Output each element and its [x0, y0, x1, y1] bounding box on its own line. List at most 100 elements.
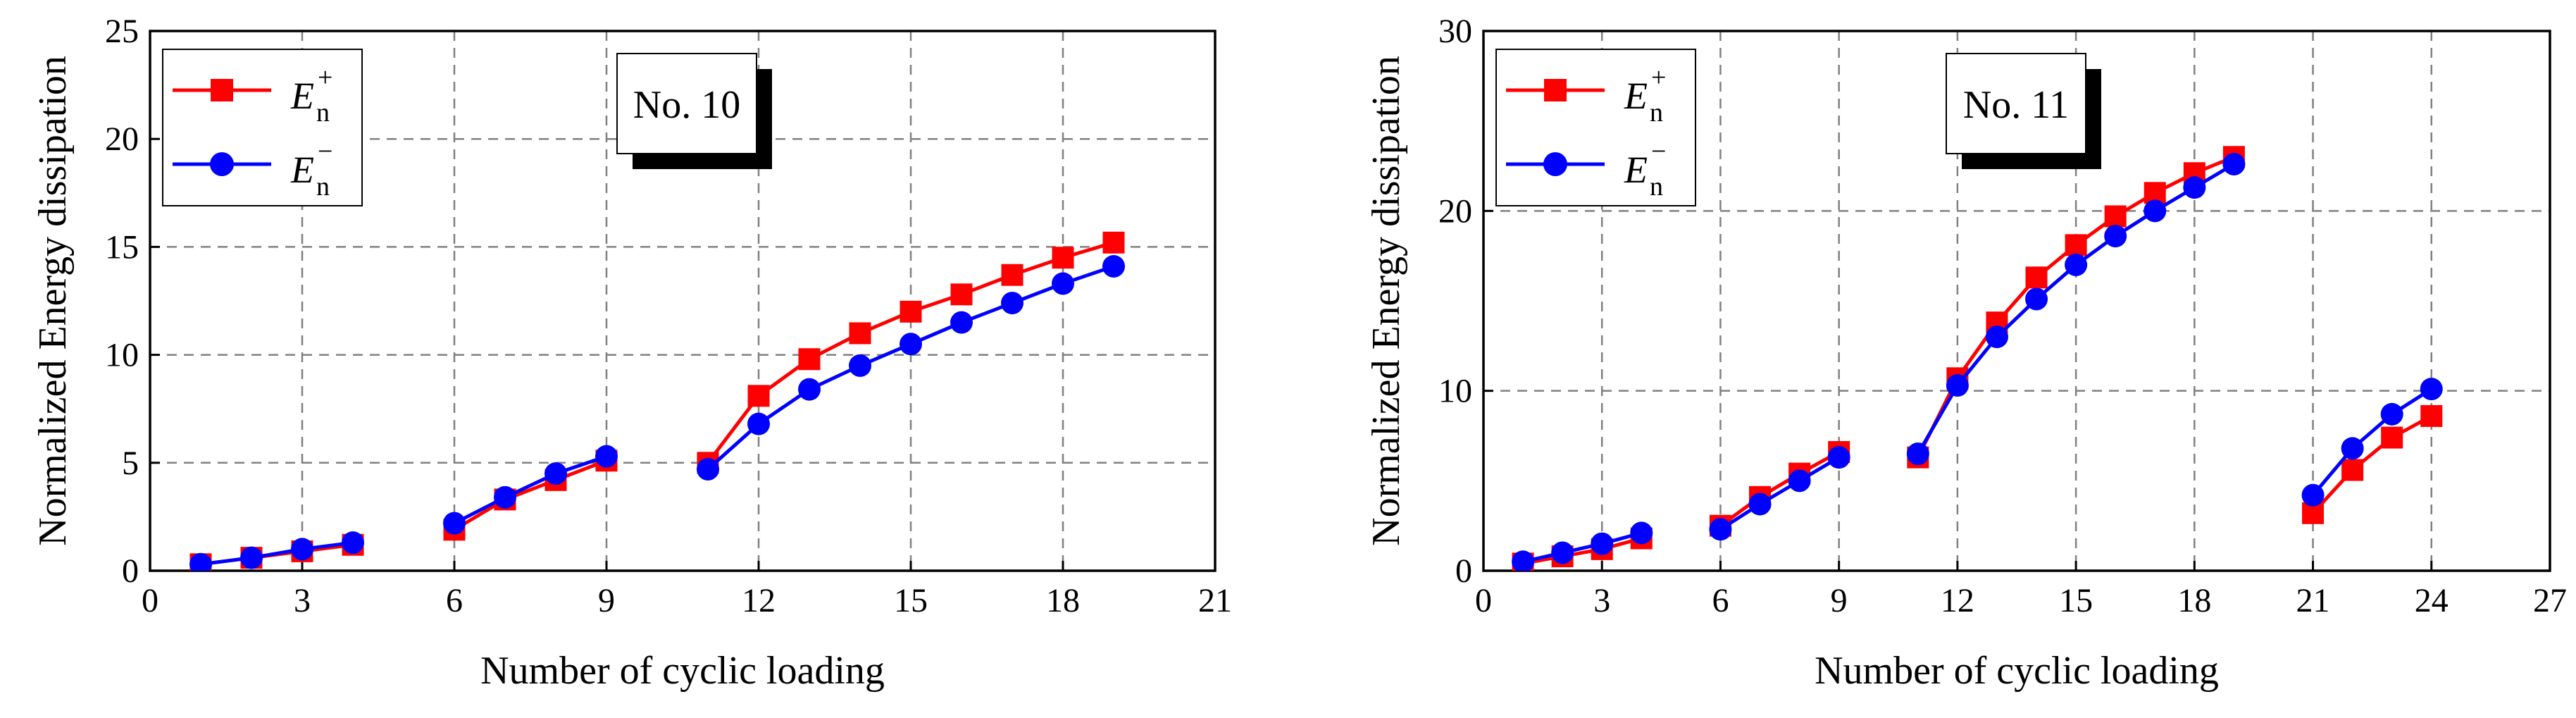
x-tick-label: 0	[1475, 582, 1492, 619]
panel-label-box	[616, 53, 757, 154]
data-point-circle	[2420, 378, 2443, 401]
data-point-circle	[291, 538, 313, 561]
data-point-square	[1001, 264, 1023, 286]
series-line	[1719, 455, 1840, 531]
x-tick-label: 12	[1941, 582, 1974, 619]
data-point-square	[2025, 266, 2048, 289]
data-point-circle	[2222, 152, 2246, 175]
x-tick-label: 6	[1712, 582, 1729, 619]
data-point-circle	[798, 378, 821, 401]
y-tick-label: 25	[105, 13, 139, 50]
data-point-circle	[1709, 518, 1732, 541]
data-area	[1512, 146, 2443, 571]
panel-label: No. 10	[633, 83, 740, 127]
y-axis-title: Normalized Energy dissipation	[31, 56, 75, 546]
y-tick-label: 0	[1455, 552, 1472, 590]
data-point-circle	[747, 412, 770, 435]
x-tick-label: 21	[2296, 582, 2330, 619]
data-point-circle	[1946, 374, 1969, 397]
data-point-circle	[1985, 326, 2008, 349]
x-tick-label: 24	[2415, 582, 2449, 619]
legend-subscript: n	[1650, 98, 1663, 128]
legend-superscript: −	[1651, 137, 1666, 166]
data-point-circle	[494, 485, 516, 509]
panel-label-box	[1946, 53, 2086, 154]
data-point-circle	[2065, 253, 2088, 276]
data-point-circle	[2183, 176, 2206, 199]
data-point-square	[2065, 234, 2087, 256]
legend-marker-circle	[210, 152, 234, 176]
y-tick-label: 20	[1438, 192, 1472, 230]
legend-subscript: n	[316, 98, 330, 128]
legend-label: E	[290, 149, 314, 191]
series-line	[453, 454, 607, 525]
x-tick-label: 15	[2059, 582, 2093, 619]
data-point-square	[950, 283, 973, 306]
x-tick-label: 3	[1593, 582, 1610, 619]
x-tick-label: 9	[1831, 582, 1848, 619]
data-point-circle	[2104, 225, 2127, 248]
chart-panel-2: 0 3 6 9 12 15 18 21 24 27 0 10 20 30 Number of cyclic …	[1364, 13, 2567, 693]
x-tick-label: 9	[598, 582, 615, 619]
data-point-square	[747, 385, 770, 407]
data-point-square	[1052, 247, 1074, 269]
data-point-circle	[1788, 469, 1811, 493]
data-point-circle	[1001, 292, 1023, 315]
data-point-circle	[2380, 402, 2403, 426]
data-point-circle	[342, 531, 364, 555]
legend-subscript: n	[1650, 172, 1663, 202]
data-point-circle	[1748, 493, 1772, 516]
x-axis-title: Number of cyclic loading	[1815, 649, 2219, 693]
legend-box	[162, 49, 363, 206]
series-line	[2311, 414, 2432, 514]
data-point-circle	[900, 333, 922, 356]
data-point-circle	[1551, 541, 1574, 564]
x-tick-label: 6	[446, 582, 463, 619]
legend-superscript: −	[318, 137, 332, 166]
panel-label: No. 11	[1963, 83, 2069, 127]
series-e-n-minus	[1512, 152, 2443, 571]
series-e-n-plus	[189, 231, 1125, 571]
data-area	[189, 231, 1125, 571]
legend-label: E	[1624, 75, 1648, 117]
y-tick-label: 20	[105, 120, 139, 158]
series-line	[1522, 536, 1642, 566]
data-point-circle	[443, 512, 466, 535]
x-tick-label: 27	[2533, 582, 2567, 619]
series-line	[1522, 531, 1642, 564]
x-tick-label: 21	[1198, 582, 1232, 619]
data-point-circle	[1906, 442, 1929, 466]
data-point-circle	[2143, 199, 2167, 223]
data-point-circle	[595, 445, 618, 468]
y-tick-label: 10	[1438, 373, 1472, 410]
data-point-circle	[240, 546, 263, 569]
data-point-square	[2381, 426, 2403, 449]
data-point-circle	[545, 462, 567, 485]
y-tick-label: 10	[105, 337, 139, 374]
data-point-circle	[1591, 532, 1614, 555]
legend-label: E	[290, 75, 314, 117]
series-line	[200, 540, 354, 567]
data-point-circle	[697, 457, 719, 481]
x-tick-label: 0	[142, 582, 158, 619]
data-point-circle	[1827, 446, 1850, 469]
legend-superscript: +	[318, 63, 332, 92]
legend-marker-square	[211, 79, 233, 101]
data-point-circle	[950, 311, 973, 334]
series-line	[1719, 450, 1840, 528]
legend-marker-square	[1544, 79, 1567, 101]
data-point-square	[2420, 404, 2443, 427]
data-point-circle	[2301, 483, 2325, 507]
legend-subscript: n	[316, 172, 330, 202]
y-tick-label: 30	[1438, 13, 1472, 50]
series-line	[453, 459, 607, 531]
y-tick-label: 5	[122, 445, 139, 482]
legend-superscript: +	[1651, 63, 1666, 92]
data-point-square	[2341, 459, 2364, 481]
x-axis-title: Number of cyclic loading	[480, 649, 885, 693]
legend-box	[1495, 49, 1696, 206]
plot-frame	[149, 30, 1217, 572]
legend-label: E	[1624, 149, 1648, 191]
